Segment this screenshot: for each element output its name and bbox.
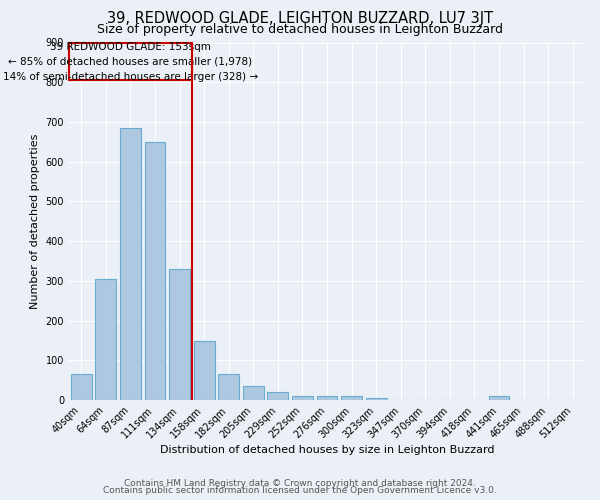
FancyBboxPatch shape <box>69 44 192 80</box>
Bar <box>145 142 166 400</box>
Bar <box>194 341 215 400</box>
Bar <box>341 396 362 400</box>
Bar <box>169 269 190 400</box>
Bar <box>95 279 116 400</box>
Y-axis label: Number of detached properties: Number of detached properties <box>30 134 40 309</box>
Bar <box>317 396 337 400</box>
Text: 39 REDWOOD GLADE: 153sqm
← 85% of detached houses are smaller (1,978)
14% of sem: 39 REDWOOD GLADE: 153sqm ← 85% of detach… <box>3 42 258 82</box>
Bar <box>268 392 289 400</box>
Bar <box>292 396 313 400</box>
Bar <box>365 398 386 400</box>
Text: Size of property relative to detached houses in Leighton Buzzard: Size of property relative to detached ho… <box>97 22 503 36</box>
Text: Contains HM Land Registry data © Crown copyright and database right 2024.: Contains HM Land Registry data © Crown c… <box>124 478 476 488</box>
Bar <box>71 374 92 400</box>
X-axis label: Distribution of detached houses by size in Leighton Buzzard: Distribution of detached houses by size … <box>160 446 494 456</box>
Bar <box>218 374 239 400</box>
Bar <box>120 128 141 400</box>
Text: 39, REDWOOD GLADE, LEIGHTON BUZZARD, LU7 3JT: 39, REDWOOD GLADE, LEIGHTON BUZZARD, LU7… <box>107 11 493 26</box>
Text: Contains public sector information licensed under the Open Government Licence v3: Contains public sector information licen… <box>103 486 497 495</box>
Bar <box>243 386 264 400</box>
Bar <box>488 396 509 400</box>
